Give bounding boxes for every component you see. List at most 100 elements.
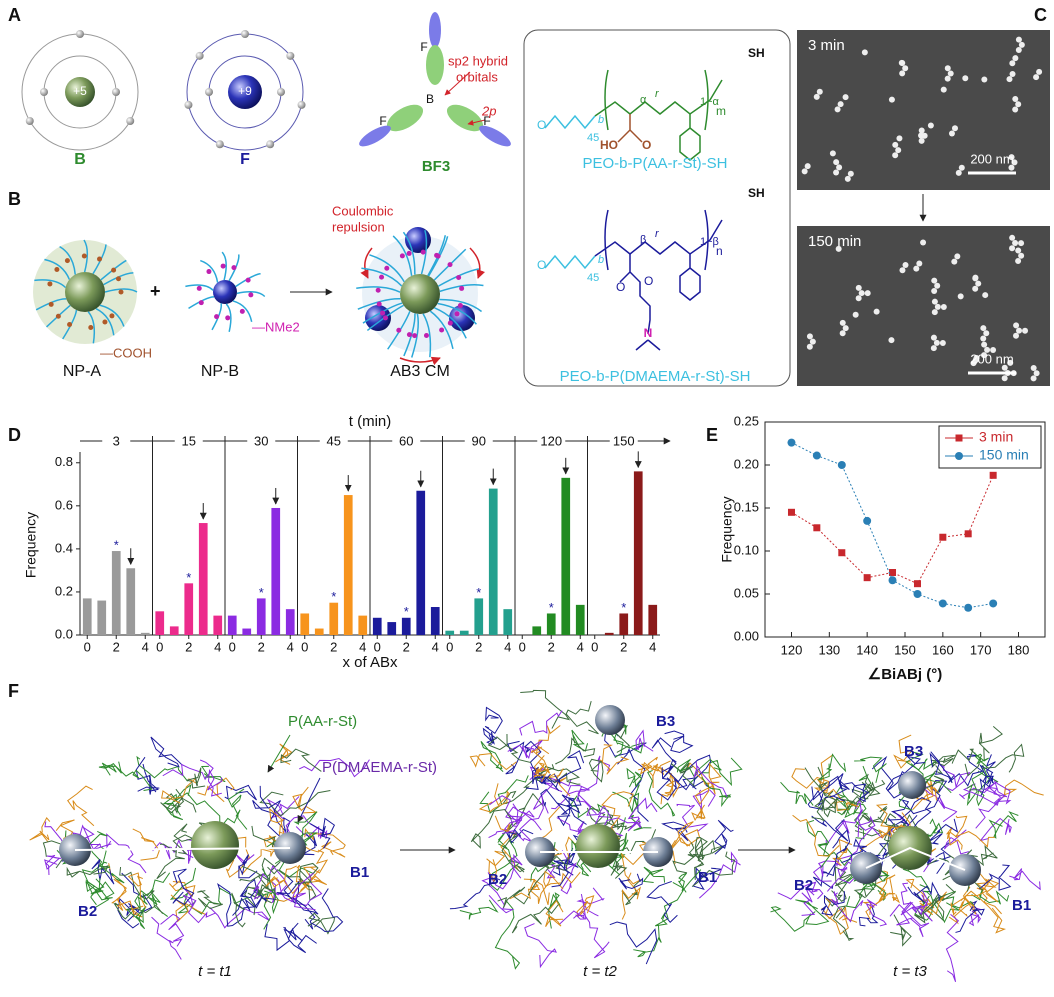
y-tick-label: 0.20 (734, 456, 759, 471)
chain (151, 916, 182, 960)
x-tick-label: 2 (620, 639, 627, 654)
bar (358, 615, 368, 635)
charge: +5 (73, 84, 87, 98)
chain (639, 756, 671, 776)
chain (553, 750, 585, 784)
panel-label: D (8, 425, 21, 445)
chain (979, 754, 996, 790)
sem-particle (916, 260, 923, 267)
electron (112, 88, 120, 96)
x-tick-label: 4 (287, 639, 294, 654)
bar (300, 613, 310, 635)
ligand (235, 272, 261, 288)
point (787, 508, 795, 516)
ligand-end (118, 289, 124, 295)
chain (866, 899, 888, 927)
sem-particle (833, 159, 840, 166)
chain (280, 748, 322, 772)
chain (170, 894, 208, 923)
chain (545, 899, 564, 927)
ligand-end (459, 285, 465, 291)
chain (672, 842, 698, 874)
sem-particle (990, 347, 997, 354)
sem-particle (1015, 36, 1022, 43)
ligand (387, 310, 411, 350)
time-label-bg (319, 433, 348, 449)
chain (951, 748, 982, 777)
time-label-bg (247, 433, 276, 449)
chain (811, 773, 850, 801)
x-tick-label: 0 (229, 639, 236, 654)
point (913, 580, 921, 588)
chain (664, 730, 694, 754)
sem-particle (972, 357, 979, 364)
time-label: 45 (327, 433, 341, 448)
chain (501, 832, 526, 873)
chain (556, 794, 587, 825)
ligand-end (454, 311, 460, 317)
chain (535, 725, 561, 755)
chain (160, 913, 185, 947)
bar (648, 604, 658, 635)
end-group: SH (748, 186, 765, 200)
scale-label: 200 nm (970, 151, 1013, 166)
chain (795, 899, 830, 926)
ligand-end (399, 253, 405, 259)
satellite (449, 305, 475, 331)
chain (113, 902, 164, 920)
ligand (59, 245, 76, 275)
chain (807, 789, 827, 810)
sem-particle (913, 265, 920, 272)
chain (818, 753, 847, 781)
chain (621, 872, 642, 920)
ligand-end (231, 265, 237, 271)
x-tick-label: 0 (519, 639, 526, 654)
x-axis-title: x of ABx (342, 654, 398, 671)
pointer (267, 734, 291, 773)
sem-particles (801, 36, 1043, 382)
chain (459, 899, 499, 920)
chain (633, 924, 662, 958)
bar (256, 598, 266, 635)
x-tick-label: 4 (504, 639, 511, 654)
chain (121, 872, 153, 922)
phenyl (679, 114, 701, 161)
ligand (44, 258, 71, 280)
sem-particle (902, 65, 909, 72)
legend-marker (955, 452, 963, 460)
sem-particle (1016, 327, 1023, 334)
chain (889, 904, 930, 938)
sem-particle (833, 169, 840, 176)
sem-particle (934, 303, 941, 310)
particle (898, 771, 926, 799)
ligand-end (239, 308, 245, 314)
point (787, 438, 796, 447)
sem-particle (940, 304, 947, 311)
fraction: α (640, 94, 647, 106)
structure-2 (544, 209, 723, 351)
x-tick-label: 0 (591, 639, 598, 654)
chain (310, 817, 336, 849)
ligand (411, 313, 419, 358)
bar (140, 632, 150, 635)
chain (804, 767, 837, 814)
sem-particle (836, 164, 843, 171)
ligand (392, 235, 413, 276)
ligand-end (64, 258, 70, 264)
ligand (46, 304, 71, 328)
ligand (35, 298, 67, 311)
chain (893, 734, 914, 769)
chain (656, 767, 697, 801)
fraction: 1−α (700, 96, 720, 108)
chain (647, 769, 676, 817)
chain (599, 744, 630, 775)
x-tick-label: 2 (475, 639, 482, 654)
fraction: β (640, 234, 646, 246)
chain (638, 763, 661, 789)
chain (971, 888, 1010, 905)
chain (197, 890, 223, 910)
ligand-end (457, 302, 463, 308)
chain (1002, 779, 1044, 798)
chain (973, 752, 989, 768)
x-tick-label: 170 (970, 642, 992, 657)
